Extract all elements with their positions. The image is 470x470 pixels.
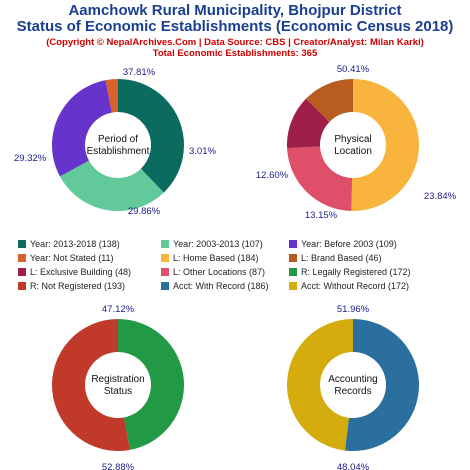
- legend-label: L: Brand Based (46): [301, 253, 382, 263]
- slice-r-legally-registered: [118, 319, 185, 450]
- percent-label: 3.01%: [189, 146, 216, 157]
- legend-label: Year: 2013-2018 (138): [30, 239, 120, 249]
- legend-label: Year: Before 2003 (109): [301, 239, 397, 249]
- legend-swatch: [289, 268, 297, 276]
- legend-label: Year: Not Stated (11): [30, 253, 114, 263]
- percent-label: 29.32%: [14, 153, 47, 164]
- slice-l-home-based: [351, 79, 419, 212]
- legend-swatch: [18, 268, 26, 276]
- legend-item: R: Not Registered (193): [18, 280, 161, 292]
- percent-label: 48.04%: [337, 462, 370, 470]
- percent-label: 47.12%: [102, 304, 135, 315]
- slice-year-2013-2018: [118, 79, 184, 193]
- percent-label: 37.81%: [123, 67, 156, 78]
- slice-year-not-stated: [105, 79, 118, 113]
- legend-item: Year: Not Stated (11): [18, 252, 161, 264]
- legend-label: Acct: Without Record (172): [301, 281, 410, 291]
- legend-item: Year: 2003-2013 (107): [161, 238, 289, 250]
- legend-item: L: Home Based (184): [161, 252, 289, 264]
- slice-year-before-2003: [51, 80, 112, 177]
- legend-item: L: Other Locations (87): [161, 266, 289, 278]
- slice-l-brand-based: [306, 79, 353, 122]
- legend-swatch: [289, 254, 297, 262]
- slice-l-other-locations: [287, 146, 353, 211]
- center-title-line: Status: [104, 386, 132, 397]
- slice-l-exclusive-building: [287, 98, 330, 149]
- legend-label: L: Exclusive Building (48): [30, 267, 132, 277]
- legend-swatch: [161, 282, 169, 290]
- center-title-line: Records: [334, 386, 371, 397]
- slice-acct-with-record: [344, 319, 420, 452]
- percent-label: 29.86%: [128, 206, 161, 217]
- legend-label: R: Legally Registered (172): [301, 267, 411, 277]
- percent-label: 51.96%: [337, 304, 370, 315]
- legend-swatch: [161, 268, 169, 276]
- legend-swatch: [161, 240, 169, 248]
- legend-swatch: [18, 240, 26, 248]
- total-establishments: Total Economic Establishments: 365: [152, 48, 318, 59]
- percent-label: 23.84%: [424, 191, 457, 202]
- legend-swatch: [18, 282, 26, 290]
- legend-label: Year: 2003-2013 (107): [173, 239, 263, 249]
- center-title-line: Accounting: [328, 374, 377, 385]
- legend-item: L: Exclusive Building (48): [18, 266, 161, 278]
- legend-swatch: [289, 282, 297, 290]
- chart-subtitle: (Copyright © NepalArchives.Com | Data So…: [46, 37, 424, 48]
- legend-item: Acct: Without Record (172): [289, 280, 449, 292]
- slice-r-not-registered: [52, 319, 130, 451]
- legend-label: L: Other Locations (87): [173, 267, 266, 277]
- legend-swatch: [161, 254, 169, 262]
- percent-label: 50.41%: [337, 64, 370, 75]
- legend: Year: 2013-2018 (138) Year: 2003-2013 (10…: [18, 238, 458, 292]
- legend-item: Acct: With Record (186): [161, 280, 289, 292]
- legend-label: R: Not Registered (193): [30, 281, 126, 291]
- chart-title-line-1: Aamchowk Rural Municipality, Bhojpur Dis…: [68, 2, 402, 19]
- percent-label: 12.60%: [256, 170, 289, 181]
- center-title-line: Location: [334, 146, 372, 157]
- percent-label: 13.15%: [305, 210, 338, 221]
- center-title-line: Physical: [334, 134, 371, 145]
- legend-item: R: Legally Registered (172): [289, 266, 449, 278]
- center-title-line: Period of: [98, 134, 138, 145]
- center-title-line: Registration: [91, 374, 144, 385]
- legend-item: L: Brand Based (46): [289, 252, 449, 264]
- percent-label: 52.88%: [102, 462, 135, 470]
- slice-acct-without-record: [287, 319, 353, 451]
- legend-item: Year: Before 2003 (109): [289, 238, 449, 250]
- center-title-line: Establishment: [87, 146, 150, 157]
- legend-swatch: [289, 240, 297, 248]
- legend-item: Year: 2013-2018 (138): [18, 238, 161, 250]
- legend-label: Acct: With Record (186): [173, 281, 269, 291]
- chart-title-line-2: Status of Economic Establishments (Econo…: [16, 18, 454, 35]
- legend-label: L: Home Based (184): [173, 253, 259, 263]
- legend-swatch: [18, 254, 26, 262]
- slice-year-2003-2013: [59, 160, 164, 211]
